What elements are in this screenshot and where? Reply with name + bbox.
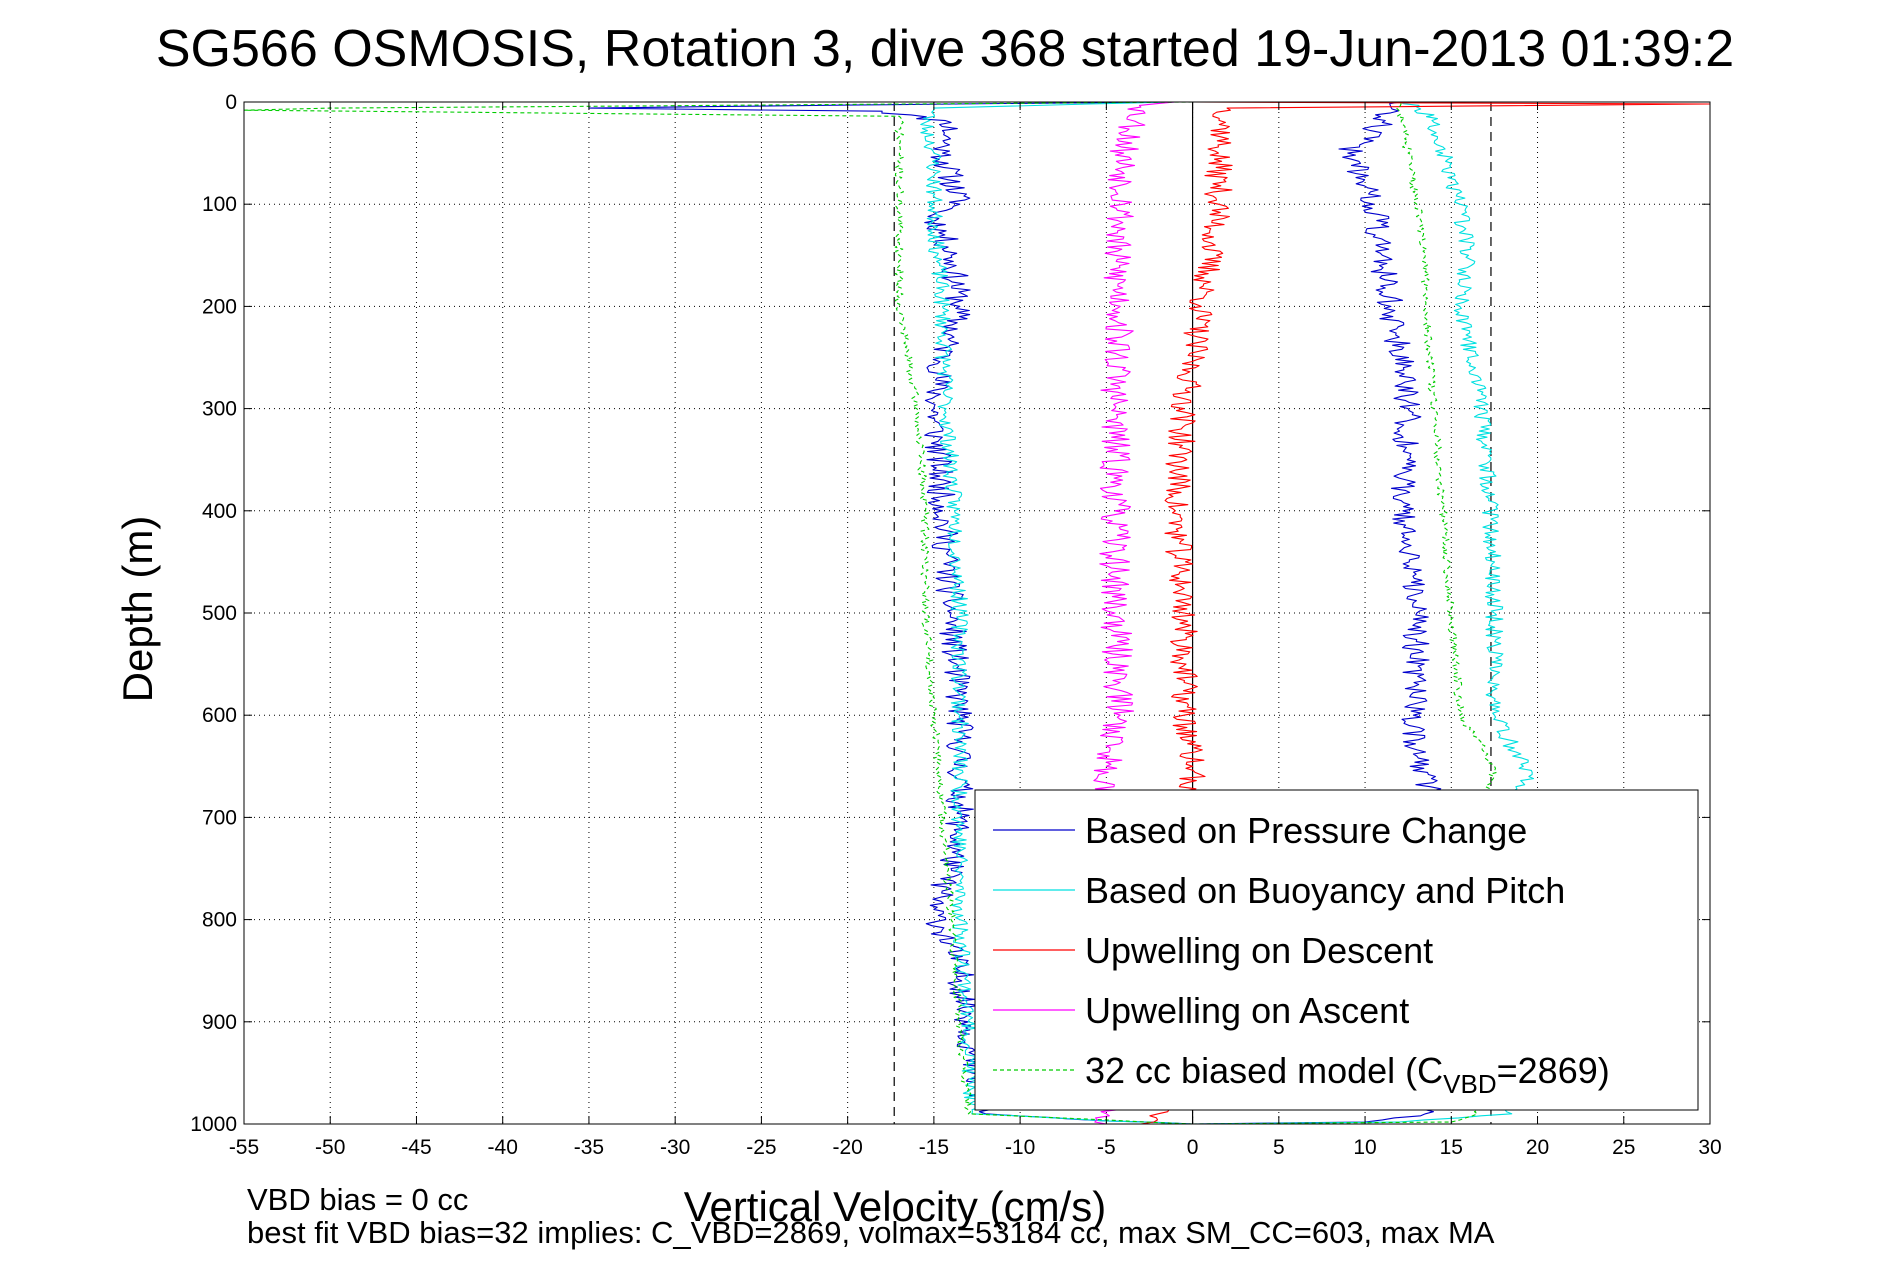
x-tick-label: -35 [574,1136,604,1159]
x-tick-label: -25 [746,1136,776,1159]
x-tick-label: -40 [488,1136,518,1159]
x-tick-label: 5 [1273,1136,1285,1159]
x-tick-label: 20 [1526,1136,1549,1159]
legend: Based on Pressure Change Based on Buoyanc… [974,789,1699,1111]
y-tick-label: 1000 [190,1113,237,1136]
x-tick-label: 10 [1353,1136,1376,1159]
x-tick-label: -30 [660,1136,690,1159]
x-tick-label: -20 [832,1136,862,1159]
series-line-2 [920,101,1193,1125]
legend-label: 32 cc biased model (CVBD=2869) [1085,1050,1610,1099]
x-tick-label: -10 [1005,1136,1035,1159]
y-tick-label: 600 [202,704,237,727]
legend-label: Upwelling on Descent [1085,930,1433,971]
x-axis-ticks: -55 -50 -45 -40 -35 -30 -25 -20 -15 -10 -5 0 5 10 15 20… [229,102,1722,1159]
x-tick-label: -15 [919,1136,949,1159]
x-tick-label: -45 [401,1136,431,1159]
grid-lines [244,102,1710,1124]
y-tick-label: 900 [202,1011,237,1034]
y-axis-label: Depth (m) [114,516,161,703]
y-tick-label: 200 [202,295,237,318]
y-tick-label: 500 [202,602,237,625]
series-line-5 [1192,101,1498,1125]
x-axis-label: Vertical Velocity (cm/s) [684,1183,1106,1230]
footer-vbd-bias: VBD bias = 0 cc [247,1182,468,1217]
x-tick-label: 25 [1612,1136,1635,1159]
legend-label: Based on Buoyancy and Pitch [1085,870,1565,911]
x-tick-label: 0 [1187,1136,1199,1159]
legend-label: Upwelling on Ascent [1085,990,1409,1031]
chart-title: SG566 OSMOSIS, Rotation 3, dive 368 star… [156,20,1734,78]
x-tick-label: 15 [1440,1136,1463,1159]
y-tick-label: 700 [202,806,237,829]
y-tick-label: 0 [225,91,237,114]
y-tick-label: 400 [202,500,237,523]
footer-best-fit: best fit VBD bias=32 implies: C_VBD=2869… [247,1215,1495,1250]
x-tick-label: -50 [315,1136,345,1159]
x-tick-label: -55 [229,1136,259,1159]
y-tick-label: 100 [202,193,237,216]
series-line-5 [243,101,1193,1125]
x-tick-label: 30 [1698,1136,1721,1159]
y-tick-label: 300 [202,398,237,421]
y-axis-ticks: 0 100 200 300 400 500 600 700 800 900 1000 [190,91,1710,1136]
legend-box [974,789,1699,1111]
x-tick-label: -5 [1097,1136,1116,1159]
legend-label: Based on Pressure Change [1085,810,1527,851]
y-tick-label: 800 [202,909,237,932]
